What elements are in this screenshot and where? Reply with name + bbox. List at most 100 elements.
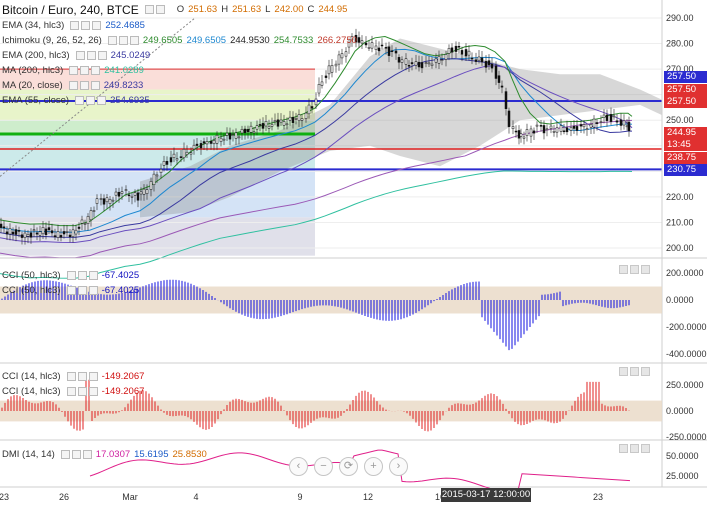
- indicator-name: CCI (14, hlc3): [2, 386, 61, 397]
- close-icon[interactable]: [97, 96, 107, 105]
- reset-icon[interactable]: ⟳: [339, 457, 358, 476]
- eye-icon[interactable]: [66, 271, 76, 280]
- chevron-left-icon[interactable]: ‹: [289, 457, 308, 476]
- cci14-pane-controls[interactable]: [619, 367, 650, 376]
- eye-icon[interactable]: [75, 96, 85, 105]
- dmi-pane-controls[interactable]: [619, 444, 650, 453]
- gear-icon[interactable]: [77, 387, 87, 396]
- indicator-value: 249.6505: [142, 35, 183, 46]
- gear-icon[interactable]: [86, 51, 96, 60]
- gear-icon[interactable]: [71, 450, 81, 459]
- indicator-controls[interactable]: [107, 36, 139, 45]
- close-icon[interactable]: [97, 51, 107, 60]
- indicator-ma200[interactable]: MA (200, hlc3) 241.0289: [2, 64, 144, 77]
- time-axis-label: 23: [0, 492, 9, 502]
- candle-up: [83, 223, 87, 225]
- move-down-icon[interactable]: [630, 265, 639, 274]
- close-icon[interactable]: [88, 372, 98, 381]
- candle-up: [400, 59, 404, 63]
- indicator-controls[interactable]: [69, 66, 101, 75]
- indicator-controls[interactable]: [68, 81, 100, 90]
- indicator-ema34[interactable]: EMA (34, hlc3) 252.4685: [2, 19, 145, 32]
- close-icon[interactable]: [88, 271, 98, 280]
- move-up-icon[interactable]: [619, 265, 628, 274]
- move-down-icon[interactable]: [630, 444, 639, 453]
- dmi-legend[interactable]: DMI (14, 14) 17.0307 15.6195 25.8530: [2, 448, 207, 461]
- gear-icon[interactable]: [118, 36, 128, 45]
- indicator-controls[interactable]: [66, 372, 98, 381]
- candle-down: [117, 191, 121, 197]
- cci14-axis-label: 250.0000: [666, 380, 704, 390]
- candle-up: [525, 129, 529, 136]
- maximize-icon[interactable]: [641, 367, 650, 376]
- eye-icon[interactable]: [69, 66, 79, 75]
- close-icon[interactable]: [92, 21, 102, 30]
- candle-up: [347, 42, 351, 48]
- symbol-title[interactable]: Bitcoin / Euro, 240, BTCE: [2, 2, 139, 17]
- eye-icon[interactable]: [68, 81, 78, 90]
- move-up-icon[interactable]: [619, 444, 628, 453]
- cci50-legend-b[interactable]: CCI (50, hlc3) -67.4025: [2, 284, 139, 297]
- close-icon[interactable]: [88, 286, 98, 295]
- candle-up: [414, 61, 418, 66]
- candle-down: [539, 125, 543, 127]
- candle-up: [145, 189, 149, 194]
- gear-icon[interactable]: [77, 372, 87, 381]
- indicator-value: 25.8530: [172, 449, 207, 460]
- indicator-name: CCI (50, hlc3): [2, 270, 61, 281]
- eye-icon[interactable]: [66, 372, 76, 381]
- candle-down: [605, 114, 609, 121]
- price-axis-label: 220.00: [666, 192, 694, 202]
- cci14-legend-b[interactable]: CCI (14, hlc3) -149.2067: [2, 385, 144, 398]
- close-icon[interactable]: [88, 387, 98, 396]
- gear-icon[interactable]: [77, 271, 87, 280]
- eye-icon[interactable]: [66, 387, 76, 396]
- candle-up: [559, 125, 563, 132]
- close-icon[interactable]: [129, 36, 139, 45]
- zoom-out-icon[interactable]: −: [314, 457, 333, 476]
- move-down-icon[interactable]: [630, 367, 639, 376]
- header-controls[interactable]: [144, 5, 165, 14]
- gear-icon[interactable]: [77, 286, 87, 295]
- zoom-in-icon[interactable]: +: [364, 457, 383, 476]
- maximize-icon[interactable]: [641, 265, 650, 274]
- close-icon[interactable]: [91, 66, 101, 75]
- price-tag: 230.75: [664, 164, 707, 176]
- indicator-value: -149.2067: [101, 386, 145, 397]
- eye-icon[interactable]: [107, 36, 117, 45]
- cci14-axis-label: 0.0000: [666, 406, 694, 416]
- indicator-controls[interactable]: [66, 387, 98, 396]
- close-icon[interactable]: [82, 450, 92, 459]
- candle-up: [234, 132, 238, 139]
- cci50-legend-a[interactable]: CCI (50, hlc3) -67.4025: [2, 269, 139, 282]
- indicator-controls[interactable]: [75, 96, 107, 105]
- maximize-icon[interactable]: [641, 444, 650, 453]
- cci50-pane-controls[interactable]: [619, 265, 650, 274]
- indicator-controls[interactable]: [75, 51, 107, 60]
- indicator-controls[interactable]: [60, 450, 92, 459]
- settings-icon[interactable]: [144, 5, 154, 14]
- gear-icon[interactable]: [86, 96, 96, 105]
- candle-up: [120, 191, 124, 194]
- cci14-legend-a[interactable]: CCI (14, hlc3) -149.2067: [2, 370, 144, 383]
- price-axis-label: 280.00: [666, 39, 694, 49]
- indicator-ema200[interactable]: EMA (200, hlc3) 245.0249: [2, 49, 150, 62]
- gear-icon[interactable]: [79, 81, 89, 90]
- indicator-controls[interactable]: [66, 271, 98, 280]
- indicator-ichimoku[interactable]: Ichimoku (9, 26, 52, 26) 249.6505 249.65…: [2, 34, 357, 47]
- eye-icon[interactable]: [66, 286, 76, 295]
- indicator-controls[interactable]: [70, 21, 102, 30]
- indicator-ma20[interactable]: MA (20, close) 249.8233: [2, 79, 143, 92]
- eye-icon[interactable]: [70, 21, 80, 30]
- format-icon[interactable]: [155, 5, 165, 14]
- indicator-ema55[interactable]: EMA (55, close) 254.6935: [2, 94, 150, 107]
- gear-icon[interactable]: [81, 21, 91, 30]
- indicator-controls[interactable]: [66, 286, 98, 295]
- eye-icon[interactable]: [60, 450, 70, 459]
- chevron-right-icon[interactable]: ›: [389, 457, 408, 476]
- move-up-icon[interactable]: [619, 367, 628, 376]
- gear-icon[interactable]: [80, 66, 90, 75]
- eye-icon[interactable]: [75, 51, 85, 60]
- close-icon[interactable]: [90, 81, 100, 90]
